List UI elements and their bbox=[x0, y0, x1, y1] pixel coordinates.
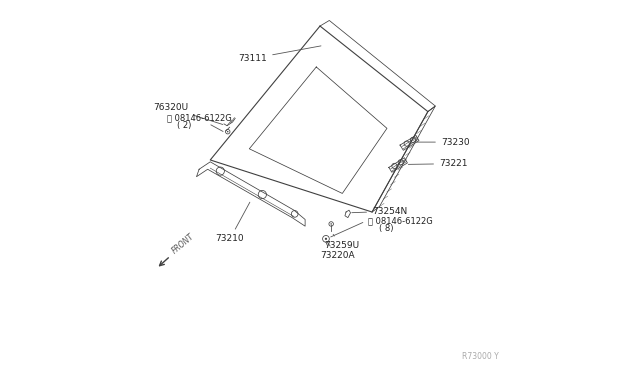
Text: 76320U: 76320U bbox=[153, 103, 223, 125]
Text: Ⓑ 08146-6122G: Ⓑ 08146-6122G bbox=[167, 114, 232, 123]
Text: 73254N: 73254N bbox=[352, 207, 407, 216]
Text: 73111: 73111 bbox=[239, 46, 321, 63]
Text: R73000 Y: R73000 Y bbox=[462, 352, 499, 361]
Text: ( 8): ( 8) bbox=[379, 224, 393, 233]
Text: Ⓑ 08146-6122G: Ⓑ 08146-6122G bbox=[369, 217, 433, 226]
Text: 73220A: 73220A bbox=[320, 242, 355, 260]
Text: 73210: 73210 bbox=[216, 202, 250, 243]
Text: ( 2): ( 2) bbox=[177, 121, 191, 130]
Text: 73221: 73221 bbox=[408, 159, 468, 168]
Circle shape bbox=[325, 238, 327, 240]
Circle shape bbox=[227, 131, 228, 132]
Circle shape bbox=[330, 223, 332, 225]
Text: 73259U: 73259U bbox=[324, 234, 359, 250]
Text: FRONT: FRONT bbox=[170, 232, 196, 256]
Text: 73230: 73230 bbox=[417, 138, 470, 147]
